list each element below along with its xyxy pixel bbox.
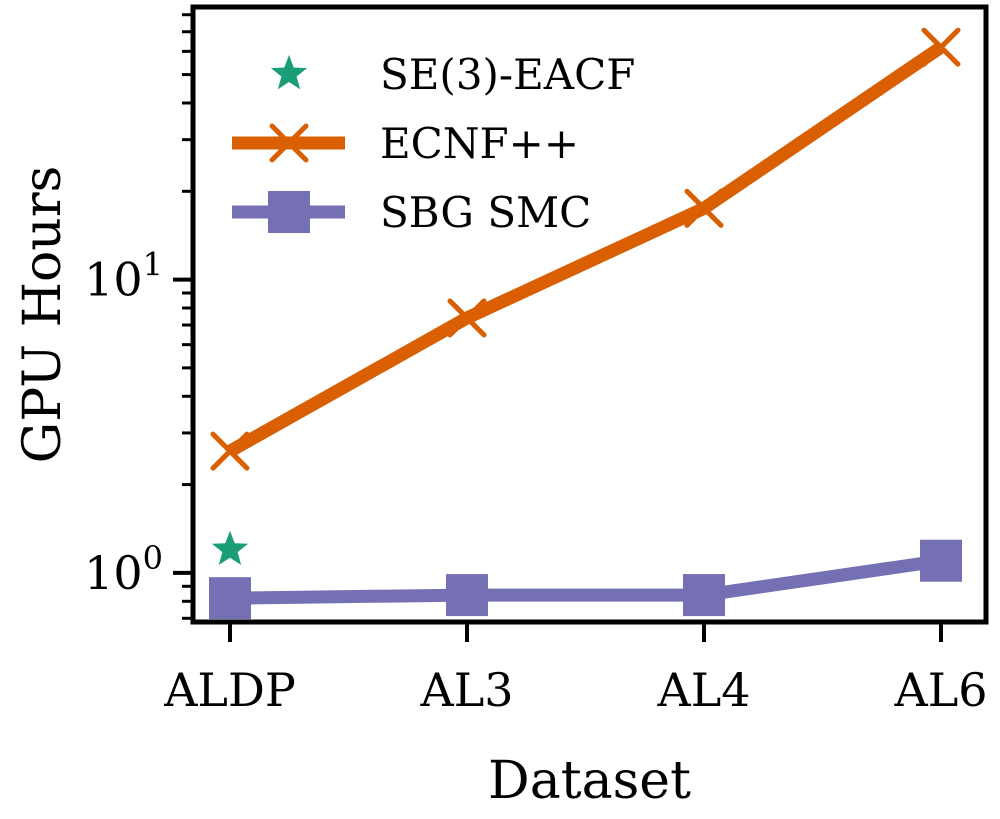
legend-swatch-marker [269,123,309,163]
data-point [210,431,250,471]
legend-entry: SBG SMC [232,188,591,237]
x-tick-label: AL3 [419,663,513,717]
legend-label: SE(3)-EACF [380,50,635,99]
series-ecnf- [210,27,961,471]
legend: SE(3)-EACF ECNF++ SBG SMC [232,50,635,237]
y-tick-label: 101 [84,246,163,307]
data-point [921,27,961,67]
y-axis-title: GPU Hours [13,166,73,464]
data-point [447,298,487,338]
x-tick-label: AL4 [656,663,750,717]
series-sbg-smc [209,539,962,620]
series-line [229,554,942,605]
legend-label: SBG SMC [380,188,591,237]
legend-label: ECNF++ [380,119,579,168]
x-tick-label: AL6 [893,663,987,717]
data-point [211,530,249,565]
legend-entry: SE(3)-EACF [270,50,635,99]
data-point [683,574,725,617]
data-point [209,577,251,620]
x-tick-label: ALDP [163,663,296,717]
plot-area-frame [190,4,989,625]
data-point [446,574,488,617]
y-tick-label: 100 [84,539,163,600]
x-axis-title: Dataset [488,751,691,811]
data-layer [209,27,962,620]
legend-swatch-marker [268,191,310,233]
legend-entry: ECNF++ [232,119,579,168]
legend-swatch-marker [270,55,308,90]
series-line [226,41,945,457]
axes-layer: ALDP AL3 AL4 AL6 100 101 [84,13,988,717]
series-se-3-eacf [211,530,249,565]
data-point [920,539,962,582]
data-point [684,188,724,228]
